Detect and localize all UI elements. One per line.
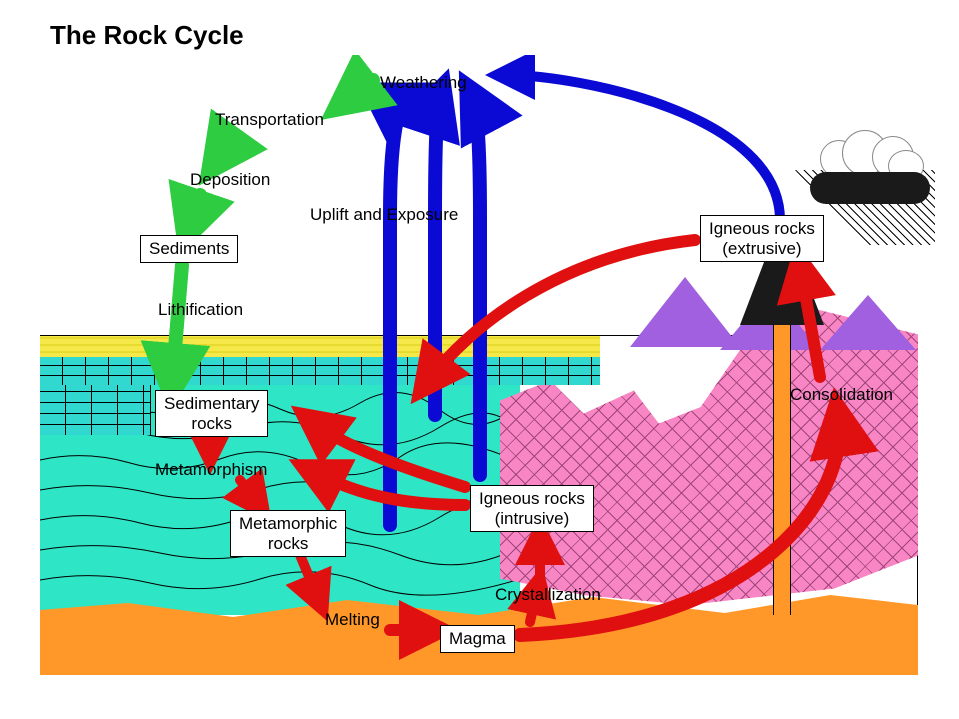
rock-cycle-diagram: Weathering Transportation Deposition Upl…: [40, 55, 920, 675]
box-sedimentary-rocks: Sedimentaryrocks: [155, 390, 268, 437]
label-consolidation: Consolidation: [790, 385, 893, 405]
arrow-transport-to-deposition: [215, 135, 235, 163]
box-igneous-extrusive: Igneous rocks(extrusive): [700, 215, 824, 262]
box-metamorphic-rocks: Metamorphicrocks: [230, 510, 346, 557]
label-melting: Melting: [325, 610, 380, 630]
mountain-3: [820, 295, 916, 350]
volcano-smoke: [820, 130, 930, 220]
volcano-pipe: [773, 295, 791, 615]
arrow-weathering-to-transport: [343, 80, 373, 103]
label-lithification: Lithification: [158, 300, 243, 320]
layer-surface-yellow: [40, 335, 600, 358]
box-igneous-intrusive: Igneous rocks(intrusive): [470, 485, 594, 532]
label-deposition: Deposition: [190, 170, 270, 190]
label-metamorphism: Metamorphism: [155, 460, 267, 480]
arrow-deposition-to-sediments: [188, 195, 200, 230]
page-title: The Rock Cycle: [50, 20, 244, 51]
label-crystallization: Crystallization: [495, 585, 601, 605]
label-uplift-exposure: Uplift and Exposure: [310, 205, 458, 225]
box-sediments: Sediments: [140, 235, 238, 263]
layer-cyan-brick: [40, 357, 600, 385]
label-weathering: Weathering: [380, 73, 467, 93]
layer-brick-left: [40, 385, 151, 435]
label-transportation: Transportation: [215, 110, 324, 130]
arrow-weathering-curve-right: [505, 75, 780, 220]
box-magma: Magma: [440, 625, 515, 653]
